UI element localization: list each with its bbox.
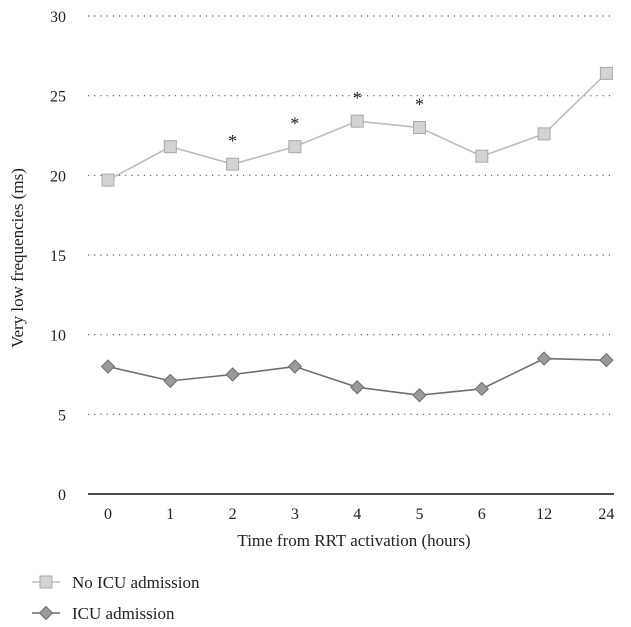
data-point-diamond — [163, 373, 178, 389]
data-point-diamond — [100, 359, 116, 374]
gridlines — [88, 15, 614, 415]
data-point-diamond — [349, 380, 365, 395]
y-tick-0: 0 — [58, 487, 66, 504]
data-point-square — [226, 157, 240, 171]
legend-square-marker — [39, 575, 53, 589]
series-no-icu-admission — [101, 66, 613, 187]
data-point-square — [413, 121, 426, 135]
data-series — [100, 66, 614, 403]
x-axis-title: Time from RRT activation (hours) — [237, 531, 470, 550]
annotations: * * * * — [228, 88, 424, 151]
data-point-square — [101, 173, 115, 187]
data-point-square — [537, 127, 551, 141]
data-point-diamond — [412, 388, 427, 403]
x-tick-3: 3 — [291, 506, 299, 523]
x-tick-1: 1 — [166, 506, 174, 523]
significance-marker: * — [415, 95, 424, 115]
data-point-diamond — [287, 359, 303, 374]
legend-diamond-marker — [38, 605, 54, 621]
data-point-diamond — [225, 367, 240, 382]
x-tick-0: 0 — [104, 506, 112, 523]
data-point-square — [599, 66, 613, 80]
y-axis-title: Very low frequencies (ms) — [8, 168, 27, 348]
x-tick-24: 24 — [598, 506, 614, 523]
data-point-diamond — [599, 352, 614, 368]
data-point-diamond — [536, 351, 552, 366]
y-tick-10: 10 — [50, 328, 66, 345]
legend-item: No ICU admission — [32, 573, 200, 592]
x-tick-2: 2 — [229, 506, 237, 523]
y-tick-5: 5 — [58, 407, 66, 424]
series-icu-admission — [100, 351, 614, 403]
legend-label: ICU admission — [72, 604, 175, 623]
y-tick-20: 20 — [50, 168, 66, 185]
legend-item: ICU admission — [32, 604, 175, 623]
x-tick-labels: 0 1 2 3 4 5 6 12 24 — [104, 506, 614, 523]
y-tick-25: 25 — [50, 89, 66, 106]
legend-label: No ICU admission — [72, 573, 200, 592]
data-point-diamond — [474, 381, 490, 397]
significance-marker: * — [228, 131, 237, 151]
y-tick-labels: 0 5 10 15 20 25 30 — [50, 9, 66, 504]
significance-marker: * — [353, 88, 362, 108]
significance-marker: * — [290, 114, 299, 134]
data-point-square — [350, 114, 364, 128]
legend: No ICU admission ICU admission — [32, 573, 200, 623]
x-tick-5: 5 — [416, 506, 424, 523]
x-tick-12: 12 — [536, 506, 552, 523]
y-tick-15: 15 — [50, 248, 66, 265]
y-tick-30: 30 — [50, 9, 66, 26]
data-point-square — [475, 149, 489, 163]
x-tick-6: 6 — [478, 506, 486, 523]
data-point-square — [163, 140, 177, 154]
x-tick-4: 4 — [353, 506, 361, 523]
data-point-square — [288, 140, 302, 154]
